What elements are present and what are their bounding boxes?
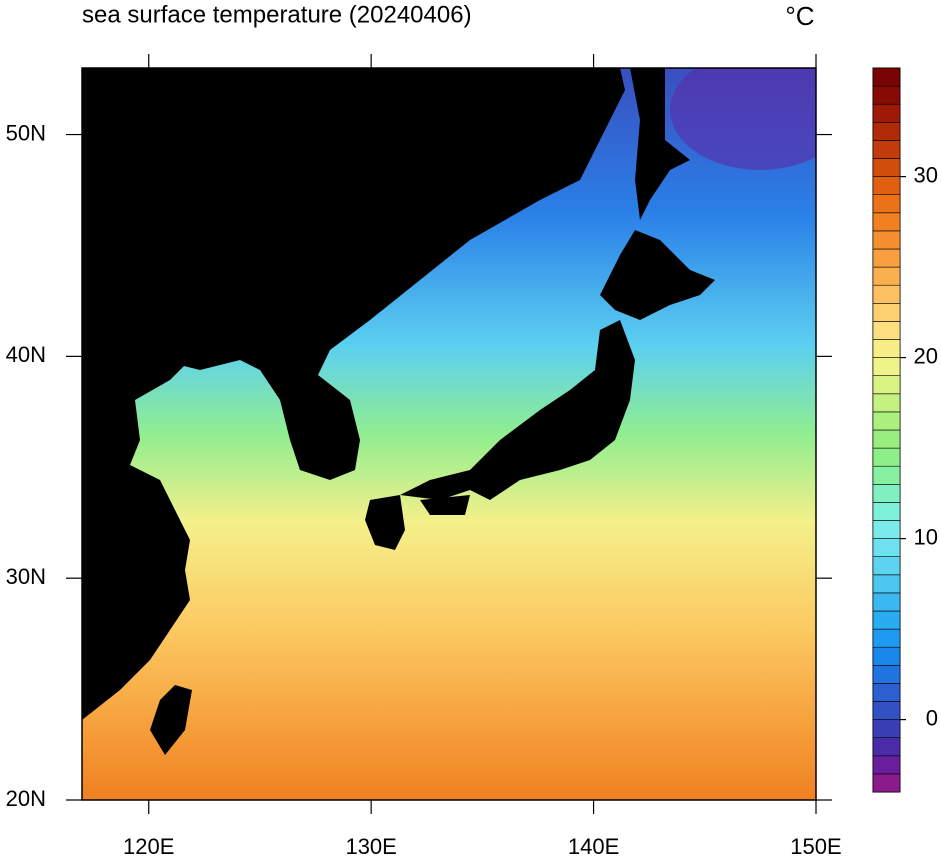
colorbar-box xyxy=(872,737,901,757)
colorbar-box xyxy=(872,140,901,159)
colorbar-box xyxy=(872,755,901,775)
colorbar-box xyxy=(872,393,901,413)
colorbar-box xyxy=(872,375,901,395)
colorbar-box xyxy=(872,122,901,141)
colorbar-box xyxy=(872,502,901,521)
colorbar-box xyxy=(872,67,901,87)
colorbar-box xyxy=(872,701,901,720)
colorbar-box xyxy=(872,447,901,467)
cold-pool xyxy=(670,68,816,170)
colorbar-box xyxy=(872,719,901,738)
colorbar-box xyxy=(872,302,901,322)
colorbar-box xyxy=(872,465,901,485)
colorbar-box xyxy=(872,429,901,449)
colorbar-box xyxy=(872,773,901,793)
colorbar-box xyxy=(872,520,901,539)
colorbar-tick-label: 0 xyxy=(926,705,938,730)
y-tick-label: 30N xyxy=(6,564,46,589)
chart-title: sea surface temperature (20240406) xyxy=(82,1,472,28)
colorbar-box xyxy=(872,176,901,196)
colorbar-box xyxy=(872,592,901,612)
colorbar-box xyxy=(872,628,901,648)
colorbar-box xyxy=(872,411,901,431)
colorbar-box xyxy=(872,610,901,630)
colorbar-box xyxy=(872,538,901,557)
units: °C xyxy=(785,1,814,31)
colorbar-box xyxy=(872,85,901,105)
colorbar-tick-label: 20 xyxy=(914,343,938,368)
x-tick-label: 150E xyxy=(790,834,841,858)
colorbar-box xyxy=(872,646,901,666)
colorbar-box xyxy=(872,248,901,268)
x-tick-label: 130E xyxy=(345,834,396,858)
x-tick-label: 140E xyxy=(568,834,619,858)
colorbar-box xyxy=(872,194,901,214)
y-tick-label: 40N xyxy=(6,342,46,367)
colorbar-box xyxy=(872,683,901,702)
land xyxy=(82,68,715,755)
colorbar-tick-label: 10 xyxy=(914,524,938,549)
colorbar-box xyxy=(872,321,901,340)
colorbar-box xyxy=(872,556,901,576)
colorbar-tick-label: 30 xyxy=(914,162,938,187)
y-tick-label: 20N xyxy=(6,786,46,811)
frame xyxy=(81,67,817,801)
colorbar-box xyxy=(872,266,901,286)
colorbar-box xyxy=(872,230,901,250)
colorbar-box xyxy=(872,483,901,503)
colorbar-box xyxy=(872,284,901,304)
colorbar-box xyxy=(872,574,901,594)
colorbar-box xyxy=(872,339,901,358)
colorbar-box xyxy=(872,103,901,123)
colorbar-box xyxy=(872,212,901,232)
colorbar-box xyxy=(872,158,901,177)
colorbar-box xyxy=(872,664,901,684)
x-tick-label: 120E xyxy=(123,834,174,858)
y-tick-label: 50N xyxy=(6,120,46,145)
map xyxy=(82,68,816,800)
colorbar-box xyxy=(872,357,901,377)
